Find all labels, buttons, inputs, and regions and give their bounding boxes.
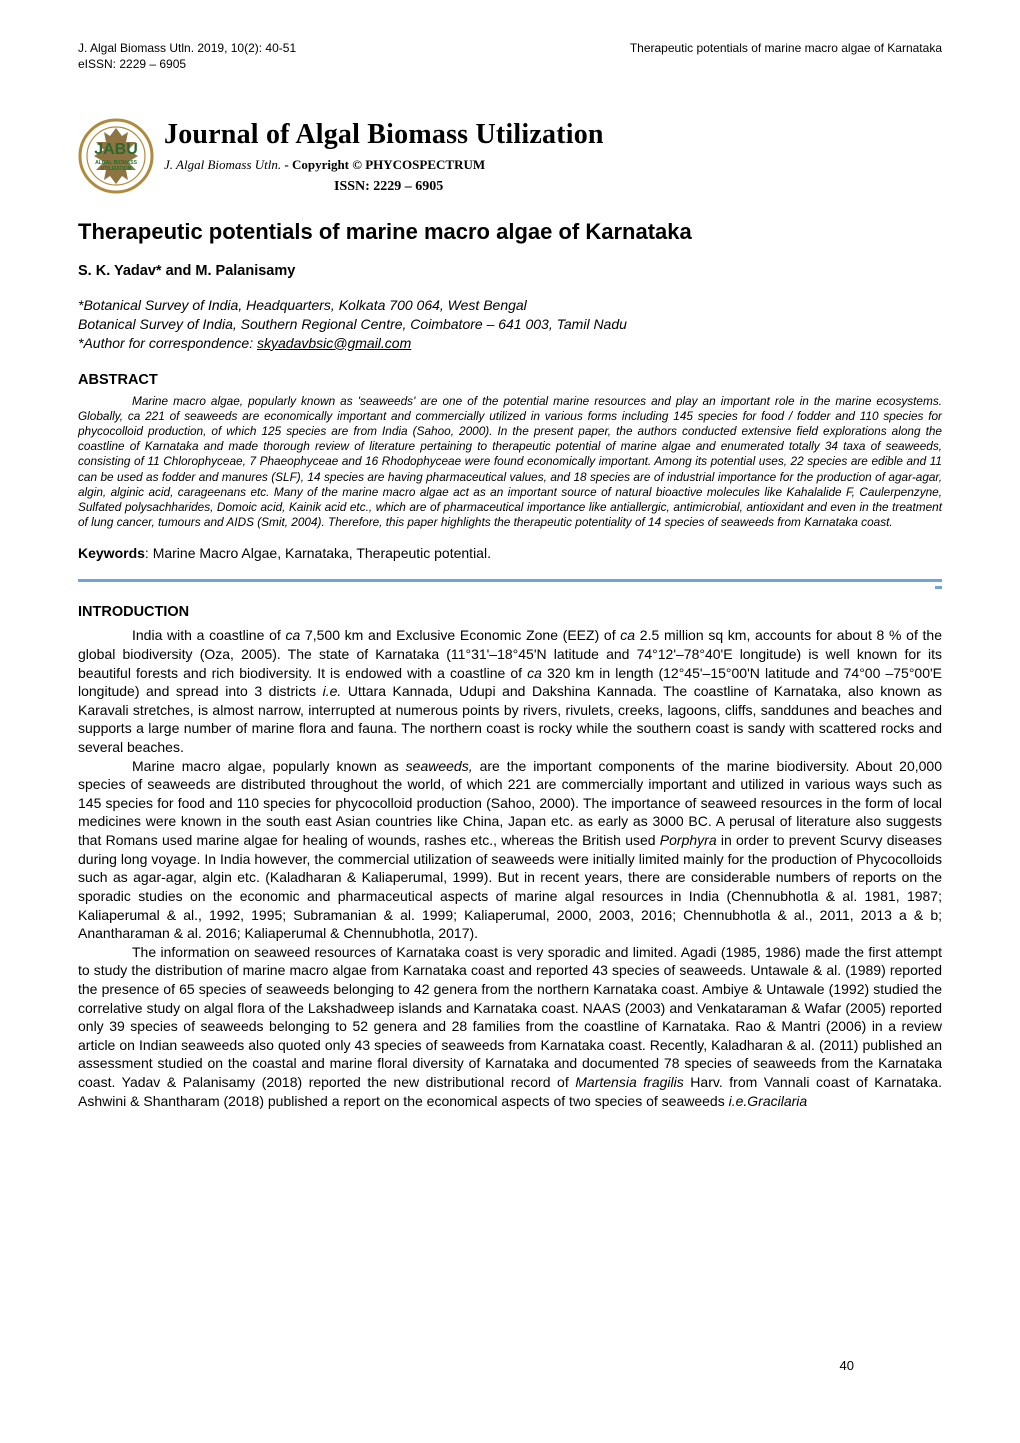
journal-subtitle-copyright: - Copyright © PHYCOSPECTRUM <box>281 157 485 172</box>
header-eissn: eISSN: 2229 – 6905 <box>78 56 296 72</box>
svg-text:UTILIZATION: UTILIZATION <box>101 166 132 172</box>
jabu-logo-icon: JABU ALGAL BIOMASS UTILIZATION <box>78 118 154 194</box>
running-header: J. Algal Biomass Utln. 2019, 10(2): 40-5… <box>78 40 942 72</box>
abstract-heading: ABSTRACT <box>78 371 942 391</box>
intro-paragraph-1: India with a coastline of ca 7,500 km an… <box>78 626 942 756</box>
affiliations: *Botanical Survey of India, Headquarters… <box>78 296 942 353</box>
journal-subtitle-italic: J. Algal Biomass Utln. <box>164 157 281 172</box>
svg-text:JABU: JABU <box>94 141 138 158</box>
header-right: Therapeutic potentials of marine macro a… <box>630 40 942 72</box>
keywords: Keywords: Marine Macro Algae, Karnataka,… <box>78 544 942 563</box>
authors: S. K. Yadav* and M. Palanisamy <box>78 262 942 282</box>
keywords-text: : Marine Macro Algae, Karnataka, Therape… <box>145 545 491 561</box>
affiliation-2: Botanical Survey of India, Southern Regi… <box>78 315 942 334</box>
correspondence-prefix: *Author for correspondence: <box>78 335 257 351</box>
journal-title-block: Journal of Algal Biomass Utilization J. … <box>164 116 604 196</box>
header-journal-ref: J. Algal Biomass Utln. 2019, 10(2): 40-5… <box>78 40 296 56</box>
paper-title: Therapeutic potentials of marine macro a… <box>78 217 942 247</box>
introduction-heading: INTRODUCTION <box>78 603 942 623</box>
header-left: J. Algal Biomass Utln. 2019, 10(2): 40-5… <box>78 40 296 72</box>
intro-paragraph-2: Marine macro algae, popularly known as s… <box>78 757 942 943</box>
abstract-text: Marine macro algae, popularly known as '… <box>78 394 942 530</box>
affiliation-1: *Botanical Survey of India, Headquarters… <box>78 296 942 315</box>
affiliation-3: *Author for correspondence: skyadavbsic@… <box>78 334 942 353</box>
page-root: J. Algal Biomass Utln. 2019, 10(2): 40-5… <box>78 40 942 1403</box>
section-divider <box>78 579 942 589</box>
journal-issn: ISSN: 2229 – 6905 <box>334 178 604 197</box>
journal-subtitle: J. Algal Biomass Utln. - Copyright © PHY… <box>164 156 604 174</box>
journal-masthead: JABU ALGAL BIOMASS UTILIZATION Journal o… <box>78 116 942 196</box>
keywords-label: Keywords <box>78 545 145 561</box>
abstract-body: Marine macro algae, popularly known as '… <box>78 394 942 529</box>
page-number: 40 <box>840 1357 854 1375</box>
intro-paragraph-3: The information on seaweed resources of … <box>78 943 942 1110</box>
correspondence-email[interactable]: skyadavbsic@gmail.com <box>257 335 411 351</box>
journal-title: Journal of Algal Biomass Utilization <box>164 116 604 154</box>
